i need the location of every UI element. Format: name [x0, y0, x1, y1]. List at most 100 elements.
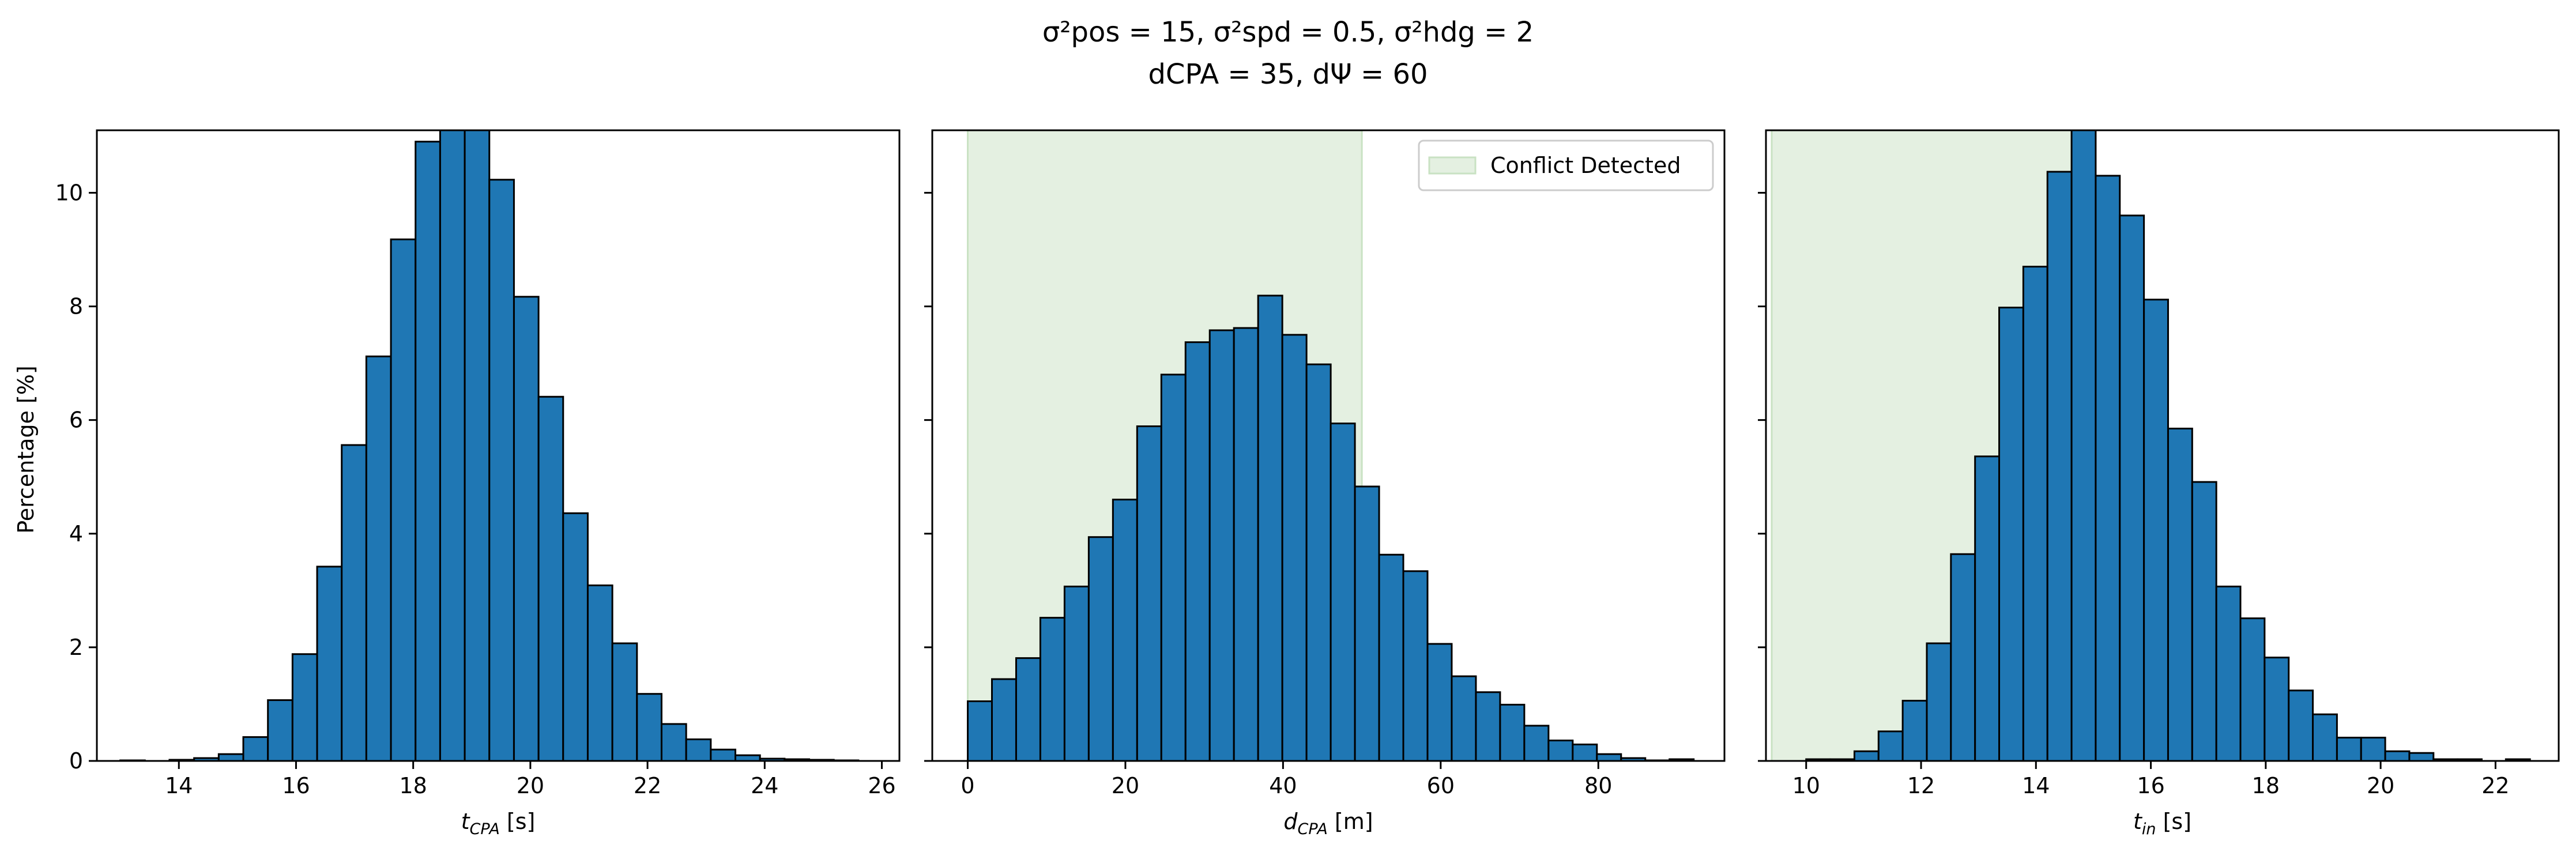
legend-swatch [1428, 156, 1477, 175]
histogram-bar [660, 723, 687, 761]
figure-title-line2: dCPA = 35, dΨ = 60 [1148, 58, 1428, 91]
x-tick-label: 18 [399, 773, 427, 798]
histogram-bar [242, 736, 269, 761]
histogram-bar [1402, 570, 1429, 761]
histogram-bar [1901, 700, 1928, 761]
plot-area [967, 130, 1695, 761]
histogram-bar [1926, 642, 1952, 761]
histogram-bar [439, 130, 466, 761]
y-tick-label: 6 [69, 408, 83, 433]
histogram-bar [1305, 363, 1332, 761]
histogram-bar [341, 444, 367, 761]
histogram-bar [1974, 455, 2001, 761]
x-tick-label: 18 [2252, 773, 2280, 798]
histogram-bar [1330, 423, 1356, 761]
histogram-bar [1547, 740, 1574, 761]
histogram-bar [1063, 585, 1090, 761]
histogram-bar [464, 130, 491, 761]
x-tick-label: 60 [1427, 773, 1455, 798]
histogram-bar [1354, 485, 1380, 761]
x-axis-label: tCPA [s] [461, 809, 536, 838]
histogram-bar [991, 678, 1017, 761]
y-tick-label: 0 [69, 748, 83, 774]
x-tick-label: 12 [1907, 773, 1935, 798]
x-tick-label: 24 [751, 773, 778, 798]
x-tick-label: 80 [1584, 773, 1612, 798]
histogram-bar [2119, 214, 2145, 761]
histogram-bar [2022, 266, 2048, 761]
histogram-bar [2191, 481, 2217, 761]
histogram-bar [1208, 329, 1235, 761]
histogram-bar [2046, 171, 2073, 761]
histogram-bar [562, 512, 589, 761]
histogram-bar [291, 653, 318, 761]
histogram-bar [316, 566, 343, 761]
histogram-bar [1572, 743, 1598, 761]
x-tick-label: 16 [282, 773, 310, 798]
axes-frame [96, 129, 901, 762]
histogram-bar [967, 700, 993, 761]
y-tick-label: 2 [69, 635, 83, 660]
legend: Conflict Detected [1418, 140, 1714, 191]
histogram-bar [390, 238, 417, 761]
histogram-bar [2360, 737, 2386, 761]
histogram-bar [2264, 657, 2290, 761]
y-tick-label: 8 [69, 294, 83, 319]
histogram-bar [2215, 585, 2242, 761]
plot-area [1771, 130, 2531, 761]
x-tick-label: 14 [2022, 773, 2050, 798]
x-tick-label: 14 [165, 773, 193, 798]
plot-area [119, 130, 860, 761]
x-tick-label: 40 [1269, 773, 1297, 798]
histogram-bar [1451, 675, 1477, 761]
x-tick-label: 20 [2367, 773, 2394, 798]
histogram-bar [1475, 691, 1501, 761]
histogram-bar [1950, 553, 1976, 761]
histogram-bar [1596, 753, 1622, 761]
figure-title-line1: σ²pos = 15, σ²spd = 0.5, σ²hdg = 2 [1042, 16, 1534, 48]
histogram-bar [1523, 725, 1550, 761]
histogram-bar [1877, 730, 1904, 761]
histogram-bar [2095, 175, 2121, 761]
histogram-bar [2336, 737, 2362, 761]
x-tick-label: 22 [2481, 773, 2509, 798]
x-axis-label: tin [s] [2133, 809, 2191, 838]
x-tick-label: 10 [1792, 773, 1820, 798]
histogram-bar [2288, 689, 2314, 761]
panel-tin: 10 12 14 16 18 20 22 tin [s] [1758, 129, 2560, 838]
histogram-bar [1136, 425, 1162, 761]
x-axis-label: dCPA [m] [1283, 809, 1373, 838]
histogram-bar [2143, 299, 2169, 761]
histogram-bar [2239, 617, 2266, 761]
histogram-bar [365, 355, 392, 761]
histogram-bar [1998, 307, 2024, 761]
legend-label: Conflict Detected [1490, 153, 1681, 178]
histogram-bar [1112, 499, 1138, 761]
histogram-bar [2408, 752, 2435, 761]
histogram-bar [1015, 657, 1041, 761]
x-tick-label: 22 [634, 773, 661, 798]
x-tick-label: 0 [961, 773, 974, 798]
histogram-bar [1184, 341, 1211, 761]
axes-frame [931, 129, 1726, 762]
histogram-bar [611, 642, 638, 761]
panel-dcpa: 0 20 40 60 80 dCPA [m] Conflict Detected [924, 129, 1726, 838]
histogram-bar [710, 748, 737, 761]
histogram-bar [1257, 295, 1283, 761]
x-tick-label: 20 [517, 773, 544, 798]
histogram-bar [586, 584, 613, 761]
histogram-bar [2070, 130, 2097, 761]
histogram-bar [267, 699, 293, 761]
histogram-bar [1426, 643, 1453, 761]
histogram-bar [488, 179, 515, 761]
histogram-bar [1499, 703, 1526, 761]
axes-frame [1765, 129, 2560, 762]
y-tick-label: 10 [55, 180, 83, 205]
histogram-bar [415, 141, 441, 761]
histogram-bar [1039, 617, 1065, 761]
x-tick-label: 26 [868, 773, 895, 798]
x-tick-label: 16 [2137, 773, 2164, 798]
histogram-bar [2312, 713, 2338, 761]
histogram-bar [2384, 750, 2411, 761]
